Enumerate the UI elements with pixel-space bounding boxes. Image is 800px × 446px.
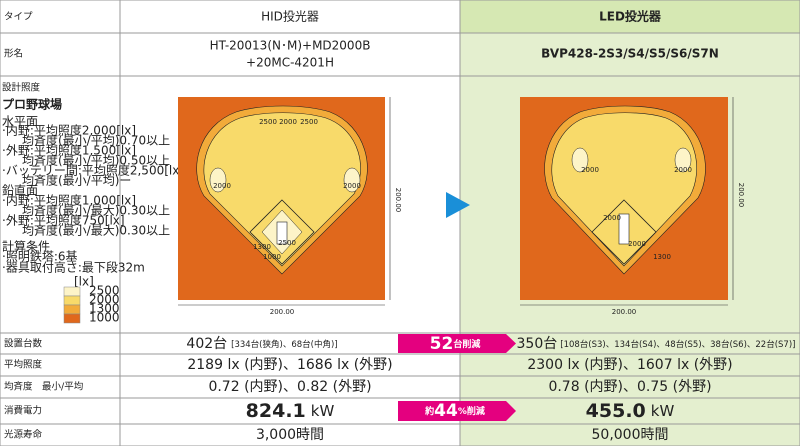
contour-label: 2000 [603,214,621,222]
legend-level: 2500 [89,284,120,298]
row-label: 消費電力 [4,405,42,417]
badge-text: 約 [424,405,434,417]
legend-unit: [lx] [74,275,94,289]
value: 350台 [517,336,558,352]
value: 402台 [186,336,227,352]
led-value: 2300 lx (内野)、1607 lx (外野) [527,357,732,373]
row-label: 均斉度 最小/平均 [4,381,83,393]
condition-line: 計算条件 [2,239,50,254]
arrow [446,192,470,218]
condition-line: ·照明鉄塔:6基 [2,249,78,264]
led-model: BVP428-2S3/S4/S5/S6/S7N [541,47,719,61]
reduction-badge: 52台削減 [398,334,516,354]
svg-text:52台削減: 52台削減 [430,334,481,354]
badge-text: 台削減 [453,338,480,350]
contour-label: 2000 [213,182,231,190]
row-label: 平均照度 [4,359,43,371]
condition-lines: 水平面·内野:平均照度2,000[lx]均斉度(最小/平均)0.70以上·外野:… [2,115,184,275]
dimension-label: 200.00 [612,308,637,316]
led-value: 0.78 (内野)、0.75 (外野) [548,379,711,395]
led-value: 455.0 kW [586,400,675,422]
hid-header: HID投光器 [261,9,319,24]
contour-label: 2500 [259,118,277,126]
led-value: 50,000時間 [592,427,669,443]
condition-line: ·内野:平均照度1,000[lx] [2,194,136,208]
legend-level: 1300 [89,302,120,316]
condition-line: 鉛直面 [2,183,38,198]
led-header-bg [460,0,800,33]
dimension-label: 200.00 [270,308,295,316]
hid-value: 402台 [334台(狭角)、68台(中角)] [186,336,337,352]
led-diagram: 200.00 200.00 2000 2000 2000 2000 1300 [520,97,745,316]
legend: [lx] 2500 2000 1300 1000 [63,275,120,325]
condition-line: 均斉度(最小/最大)0.30以上 [22,224,170,238]
hid-value: 0.72 (内野)、0.82 (外野) [208,379,371,395]
dimension-label: 200.00 [737,183,745,208]
reduction-badge: 約44%削減 [398,401,516,421]
legend-level: 1000 [89,311,120,325]
hid-model: +20MC-4201H [246,56,334,70]
contour-label: 1000 [263,253,281,261]
condition-line: 均斉度(最小/最大)0.30以上 [22,204,170,218]
conditions-title: 設計照度 [2,82,41,94]
hid-model: HT-20013(N･M)+MD2000B [210,39,371,53]
contour-label: 1300 [653,253,671,261]
hid-value: 824.1 kW [246,400,335,422]
row-label: 形名 [4,48,23,60]
value: 824.1 [246,400,306,422]
note: [108台(S3)、134台(S4)、48台(S5)、38台(S6)、22台(S… [560,339,795,350]
led-value: 350台 [108台(S3)、134台(S4)、48台(S5)、38台(S6)、2… [517,336,796,352]
row-label: 設置台数 [4,338,43,350]
row-label: タイプ [4,12,33,23]
row-label: 光源寿命 [4,429,43,441]
contour-label: 2500 [278,239,296,247]
hid-value: 2189 lx (内野)、1686 lx (外野) [187,357,392,373]
badge-text: %削減 [458,405,485,417]
hid-value: 3,000時間 [256,427,324,443]
legend-level: 2000 [89,293,120,307]
contour-label: 2000 [343,182,361,190]
unit: kW [651,402,675,420]
hid-diagram: 200.00 200.00 2500 2000 2500 2000 2000 2… [178,97,402,316]
note: [334台(狭角)、68台(中角)] [231,339,337,350]
contour-label: 2000 [279,118,297,126]
condition-line: 水平面 [2,115,38,129]
svg-text:約44%削減: 約44%削減 [424,401,485,421]
condition-line: 均斉度(最小/平均)ー [22,174,131,188]
condition-line: ·バッテリー間:平均照度2,500[lx] [2,164,184,178]
condition-line: ·外野:平均照度750[lx] [2,214,125,228]
condition-line: 均斉度(最小/平均)0.70以上 [22,134,170,148]
badge-number: 44 [434,401,458,421]
condition-line: ·内野:平均照度2,000[lx] [2,124,136,138]
unit: kW [311,402,335,420]
contour-label: 2000 [628,240,646,248]
dimension-label: 200.00 [394,188,402,213]
venue: プロ野球場 [2,97,62,112]
contour-label: 2500 [300,118,318,126]
contour-label: 1300 [253,243,271,251]
led-header: LED投光器 [599,9,662,24]
condition-line: ·器具取付高さ:最下段32m [2,260,145,275]
condition-line: ·外野:平均照度1,500[lx] [2,144,136,158]
contour-label: 2000 [674,166,692,174]
value: 455.0 [586,400,646,422]
condition-line: 均斉度(最小/平均)0.50以上 [22,154,170,168]
badge-number: 52 [430,334,454,354]
contour-label: 2000 [581,166,599,174]
